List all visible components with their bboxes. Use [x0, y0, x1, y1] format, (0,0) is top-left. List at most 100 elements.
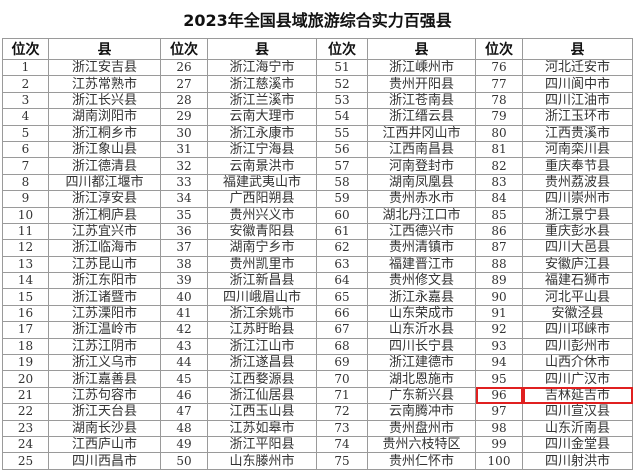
rank-cell: 30 — [160, 124, 208, 142]
rank-cell: 42 — [160, 321, 208, 339]
county-cell: 贵州荔波县 — [522, 173, 633, 192]
rank-cell: 64 — [316, 272, 368, 290]
county-cell: 浙江天台县 — [48, 403, 161, 421]
county-cell: 吉林延吉市 — [522, 386, 633, 405]
rank-cell: 13 — [2, 255, 49, 274]
rank-cell: 8 — [2, 173, 49, 192]
table-row: 11 江苏宜兴市 36 安徽青阳县 61 江西德兴市 86 重庆彭水县 — [2, 222, 633, 241]
county-cell: 江西玉山县 — [207, 403, 317, 421]
county-cell: 浙江遂昌县 — [207, 354, 317, 372]
rank-cell: 61 — [316, 222, 368, 241]
table-row: 25 四川西昌市 50 山东滕州市 75 贵州仁怀市 100 四川射洪市 — [2, 452, 633, 470]
county-cell: 广西阳朔县 — [207, 190, 317, 208]
county-header: 县 — [48, 38, 161, 60]
county-cell: 四川射洪市 — [522, 452, 633, 470]
rank-cell: 77 — [475, 75, 523, 93]
county-cell: 安徽泾县 — [522, 304, 633, 323]
rank-cell: 66 — [316, 304, 368, 323]
rank-cell: 87 — [475, 239, 523, 257]
page-title: 2023年全国县域旅游综合实力百强县 — [183, 11, 452, 30]
rank-cell: 55 — [316, 124, 368, 142]
rank-cell: 31 — [160, 140, 208, 159]
table-row: 4 湖南浏阳市 29 云南大理市 54 浙江缙云县 79 浙江玉环市 — [2, 108, 633, 126]
rank-cell: 80 — [475, 124, 523, 142]
county-cell: 广东新兴县 — [367, 386, 476, 405]
rank-cell: 26 — [160, 58, 208, 77]
table-row: 8 四川都江堰市 33 福建武夷山市 58 湖南凤凰县 83 贵州荔波县 — [2, 173, 633, 192]
rank-cell: 98 — [475, 419, 523, 437]
county-cell: 浙江玉环市 — [522, 108, 633, 126]
rank-cell: 70 — [316, 370, 368, 388]
rank-cell: 24 — [2, 435, 49, 454]
rank-cell: 86 — [475, 222, 523, 241]
rank-cell: 54 — [316, 108, 368, 126]
county-cell: 浙江慈溪市 — [207, 75, 317, 93]
rank-cell: 10 — [2, 206, 49, 224]
table-row: 7 浙江德清县 32 云南景洪市 57 河南登封市 82 重庆奉节县 — [2, 157, 633, 175]
county-cell: 浙江东阳市 — [48, 272, 161, 290]
table-row: 24 江西庐山市 49 浙江平阳县 74 贵州六枝特区 99 四川金堂县 — [2, 435, 633, 454]
rank-cell: 81 — [475, 140, 523, 159]
table-row: 9 浙江淳安县 34 广西阳朔县 59 贵州赤水市 84 四川崇州市 — [2, 190, 633, 208]
county-cell: 四川崇州市 — [522, 190, 633, 208]
county-cell: 浙江德清县 — [48, 157, 161, 175]
rank-cell: 38 — [160, 255, 208, 274]
table-row: 19 浙江义乌市 44 浙江遂昌县 69 浙江建德市 94 山西介休市 — [2, 354, 633, 372]
county-cell: 浙江诸暨市 — [48, 288, 161, 306]
rank-cell: 90 — [475, 288, 523, 306]
rank-cell: 43 — [160, 337, 208, 356]
ranking-table: 位次县位次县位次县位次县 1 浙江安吉县 26 浙江海宁市 51 浙江嵊州市 76 河北迁安市… — [2, 38, 633, 470]
county-cell: 安徽庐江县 — [522, 255, 633, 274]
rank-cell: 6 — [2, 140, 49, 159]
rank-cell: 50 — [160, 452, 208, 470]
rank-cell: 83 — [475, 173, 523, 192]
rank-cell: 93 — [475, 337, 523, 356]
rank-cell: 9 — [2, 190, 49, 208]
county-cell: 云南景洪市 — [207, 157, 317, 175]
rank-cell: 49 — [160, 435, 208, 454]
table-row: 10 浙江桐庐县 35 贵州兴义市 60 湖北丹江口市 85 浙江景宁县 — [2, 206, 633, 224]
rank-cell: 17 — [2, 321, 49, 339]
rank-cell: 21 — [2, 386, 49, 405]
county-cell: 浙江桐庐县 — [48, 206, 161, 224]
county-cell: 湖南凤凰县 — [367, 173, 476, 192]
county-cell: 浙江宁海县 — [207, 140, 317, 159]
county-cell: 浙江江山市 — [207, 337, 317, 356]
county-cell: 贵州开阳县 — [367, 75, 476, 93]
county-header: 县 — [367, 38, 476, 60]
table-row: 3 浙江长兴县 28 浙江兰溪市 53 浙江苍南县 78 四川江油市 — [2, 91, 633, 110]
table-row: 14 浙江东阳市 39 浙江新昌县 64 贵州修文县 89 福建石狮市 — [2, 272, 633, 290]
rank-cell: 44 — [160, 354, 208, 372]
county-cell: 江西南昌县 — [367, 140, 476, 159]
rank-cell: 59 — [316, 190, 368, 208]
county-cell: 四川西昌市 — [48, 452, 161, 470]
county-cell: 浙江嘉善县 — [48, 370, 161, 388]
rank-cell: 28 — [160, 91, 208, 110]
county-cell: 浙江海宁市 — [207, 58, 317, 77]
rank-cell: 2 — [2, 75, 49, 93]
county-cell: 湖北丹江口市 — [367, 206, 476, 224]
rank-cell: 1 — [2, 58, 49, 77]
county-cell: 四川峨眉山市 — [207, 288, 317, 306]
county-cell: 云南腾冲市 — [367, 403, 476, 421]
rank-cell: 65 — [316, 288, 368, 306]
rank-cell: 89 — [475, 272, 523, 290]
rank-cell: 19 — [2, 354, 49, 372]
county-cell: 江苏常熟市 — [48, 75, 161, 93]
county-cell: 浙江温岭市 — [48, 321, 161, 339]
rank-cell: 69 — [316, 354, 368, 372]
county-cell: 浙江长兴县 — [48, 91, 161, 110]
table-row: 16 江苏溧阳市 41 浙江余姚市 66 山东荣成市 91 安徽泾县 — [2, 304, 633, 323]
table-row: 6 浙江象山县 31 浙江宁海县 56 江西南昌县 81 河南栾川县 — [2, 140, 633, 159]
county-cell: 浙江嵊州市 — [367, 58, 476, 77]
rank-cell: 60 — [316, 206, 368, 224]
county-cell: 河南栾川县 — [522, 140, 633, 159]
table-row: 2 江苏常熟市 27 浙江慈溪市 52 贵州开阳县 77 四川阆中市 — [2, 75, 633, 93]
rank-cell: 72 — [316, 403, 368, 421]
county-cell: 山西介休市 — [522, 354, 633, 372]
rank-cell: 47 — [160, 403, 208, 421]
county-cell: 贵州兴义市 — [207, 206, 317, 224]
rank-cell: 97 — [475, 403, 523, 421]
county-cell: 重庆彭水县 — [522, 222, 633, 241]
county-cell: 浙江苍南县 — [367, 91, 476, 110]
